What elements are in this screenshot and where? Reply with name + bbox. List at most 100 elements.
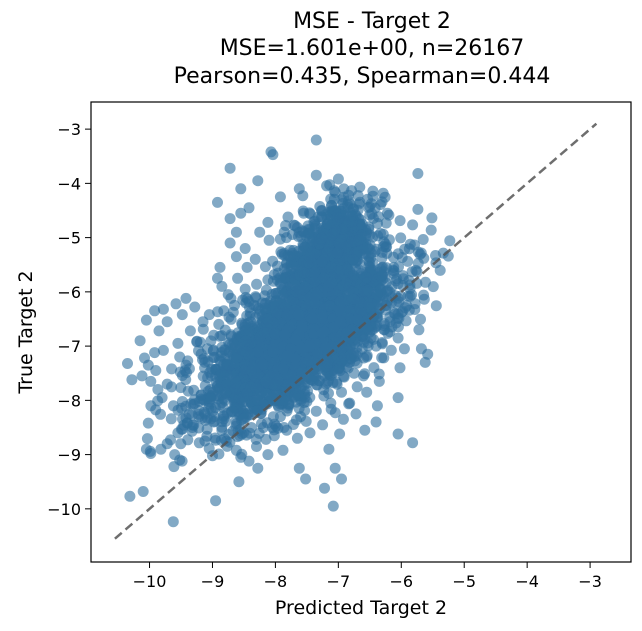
scatter-point	[298, 207, 310, 219]
scatter-point	[225, 330, 237, 342]
scatter-point	[176, 309, 188, 321]
scatter-point	[152, 384, 164, 395]
scatter-point	[212, 196, 223, 208]
scatter-point	[216, 280, 228, 292]
scatter-point	[136, 370, 148, 382]
y-axis-label: True Target 2	[15, 270, 37, 394]
scatter-point	[316, 327, 328, 339]
scatter-point	[233, 476, 245, 488]
scatter-point	[425, 224, 437, 236]
scatter-point	[126, 374, 138, 386]
x-tick-label: −6	[389, 572, 413, 591]
scatter-point	[352, 314, 364, 326]
scatter-point	[175, 382, 187, 394]
scatter-point	[415, 313, 426, 325]
scatter-point	[220, 379, 232, 391]
scatter-point	[311, 347, 323, 359]
scatter-point	[377, 187, 389, 199]
y-tick-label: −7	[57, 337, 81, 356]
scatter-point	[182, 434, 194, 446]
scatter-point	[296, 366, 308, 378]
scatter-point	[224, 237, 236, 249]
scatter-point	[418, 252, 430, 264]
scatter-point	[295, 343, 307, 354]
scatter-point	[358, 370, 369, 382]
x-tick-label: −5	[452, 572, 476, 591]
scatter-point	[257, 422, 269, 433]
scatter-point	[156, 392, 168, 404]
scatter-point	[213, 318, 225, 330]
scatter-point	[281, 424, 293, 436]
scatter-point	[174, 454, 186, 466]
scatter-point	[388, 261, 400, 273]
scatter-point	[281, 309, 293, 321]
y-tick-label: −10	[47, 500, 81, 519]
scatter-point	[150, 404, 162, 416]
scatter-point	[336, 355, 347, 367]
scatter-point	[321, 361, 333, 373]
scatter-point	[317, 419, 329, 431]
scatter-point	[309, 297, 321, 309]
scatter-point	[329, 205, 341, 216]
scatter-point	[174, 351, 186, 363]
scatter-point	[260, 433, 272, 445]
y-tick-label: −5	[57, 229, 81, 248]
scatter-point	[363, 251, 375, 263]
scatter-point	[376, 196, 388, 208]
scatter-point	[266, 422, 278, 433]
scatter-point	[375, 271, 387, 283]
scatter-point	[289, 220, 301, 232]
scatter-point	[140, 314, 152, 326]
scatter-point	[214, 261, 226, 273]
scatter-point	[199, 435, 211, 447]
scatter-point	[161, 316, 173, 328]
scatter-point	[145, 448, 157, 459]
scatter-point	[167, 516, 179, 528]
y-tick-label: −3	[57, 120, 81, 139]
scatter-point	[260, 284, 272, 296]
scatter-point	[301, 396, 313, 408]
scatter-point	[373, 375, 385, 387]
scatter-point	[304, 427, 316, 439]
scatter-point	[419, 356, 431, 368]
scatter-point	[290, 334, 302, 346]
scatter-point	[252, 462, 264, 474]
scatter-point	[208, 416, 220, 428]
scatter-point	[145, 375, 157, 387]
scatter-point	[361, 386, 373, 398]
scatter-point	[444, 235, 456, 247]
scatter-point	[249, 253, 261, 265]
scatter-point	[376, 246, 388, 258]
scatter-point	[218, 344, 230, 356]
scatter-point	[293, 462, 305, 474]
x-tick-label: −3	[578, 572, 602, 591]
scatter-point	[394, 362, 406, 374]
scatter-point	[237, 294, 249, 306]
scatter-point	[434, 264, 446, 276]
scatter-point	[263, 234, 275, 246]
scatter-point	[344, 397, 356, 409]
scatter-point	[404, 238, 416, 250]
scatter-point	[336, 386, 347, 398]
scatter-point	[199, 408, 211, 420]
scatter-point	[361, 351, 373, 363]
scatter-point	[407, 219, 419, 231]
scatter-point	[324, 179, 336, 191]
scatter-point	[230, 444, 242, 456]
scatter-point	[122, 358, 133, 369]
scatter-point	[329, 224, 341, 236]
scatter-point	[302, 220, 314, 232]
scatter-point	[398, 343, 410, 355]
scatter-point	[334, 428, 346, 440]
scatter-point	[270, 287, 282, 299]
scatter-point	[141, 433, 153, 445]
scatter-point	[318, 390, 330, 402]
scatter-point	[407, 437, 419, 449]
scatter-point	[365, 332, 377, 344]
scatter-point	[277, 444, 289, 456]
scatter-point	[295, 411, 307, 423]
scatter-point	[180, 292, 192, 304]
scatter-point	[216, 424, 228, 436]
scatter-point	[385, 344, 397, 356]
